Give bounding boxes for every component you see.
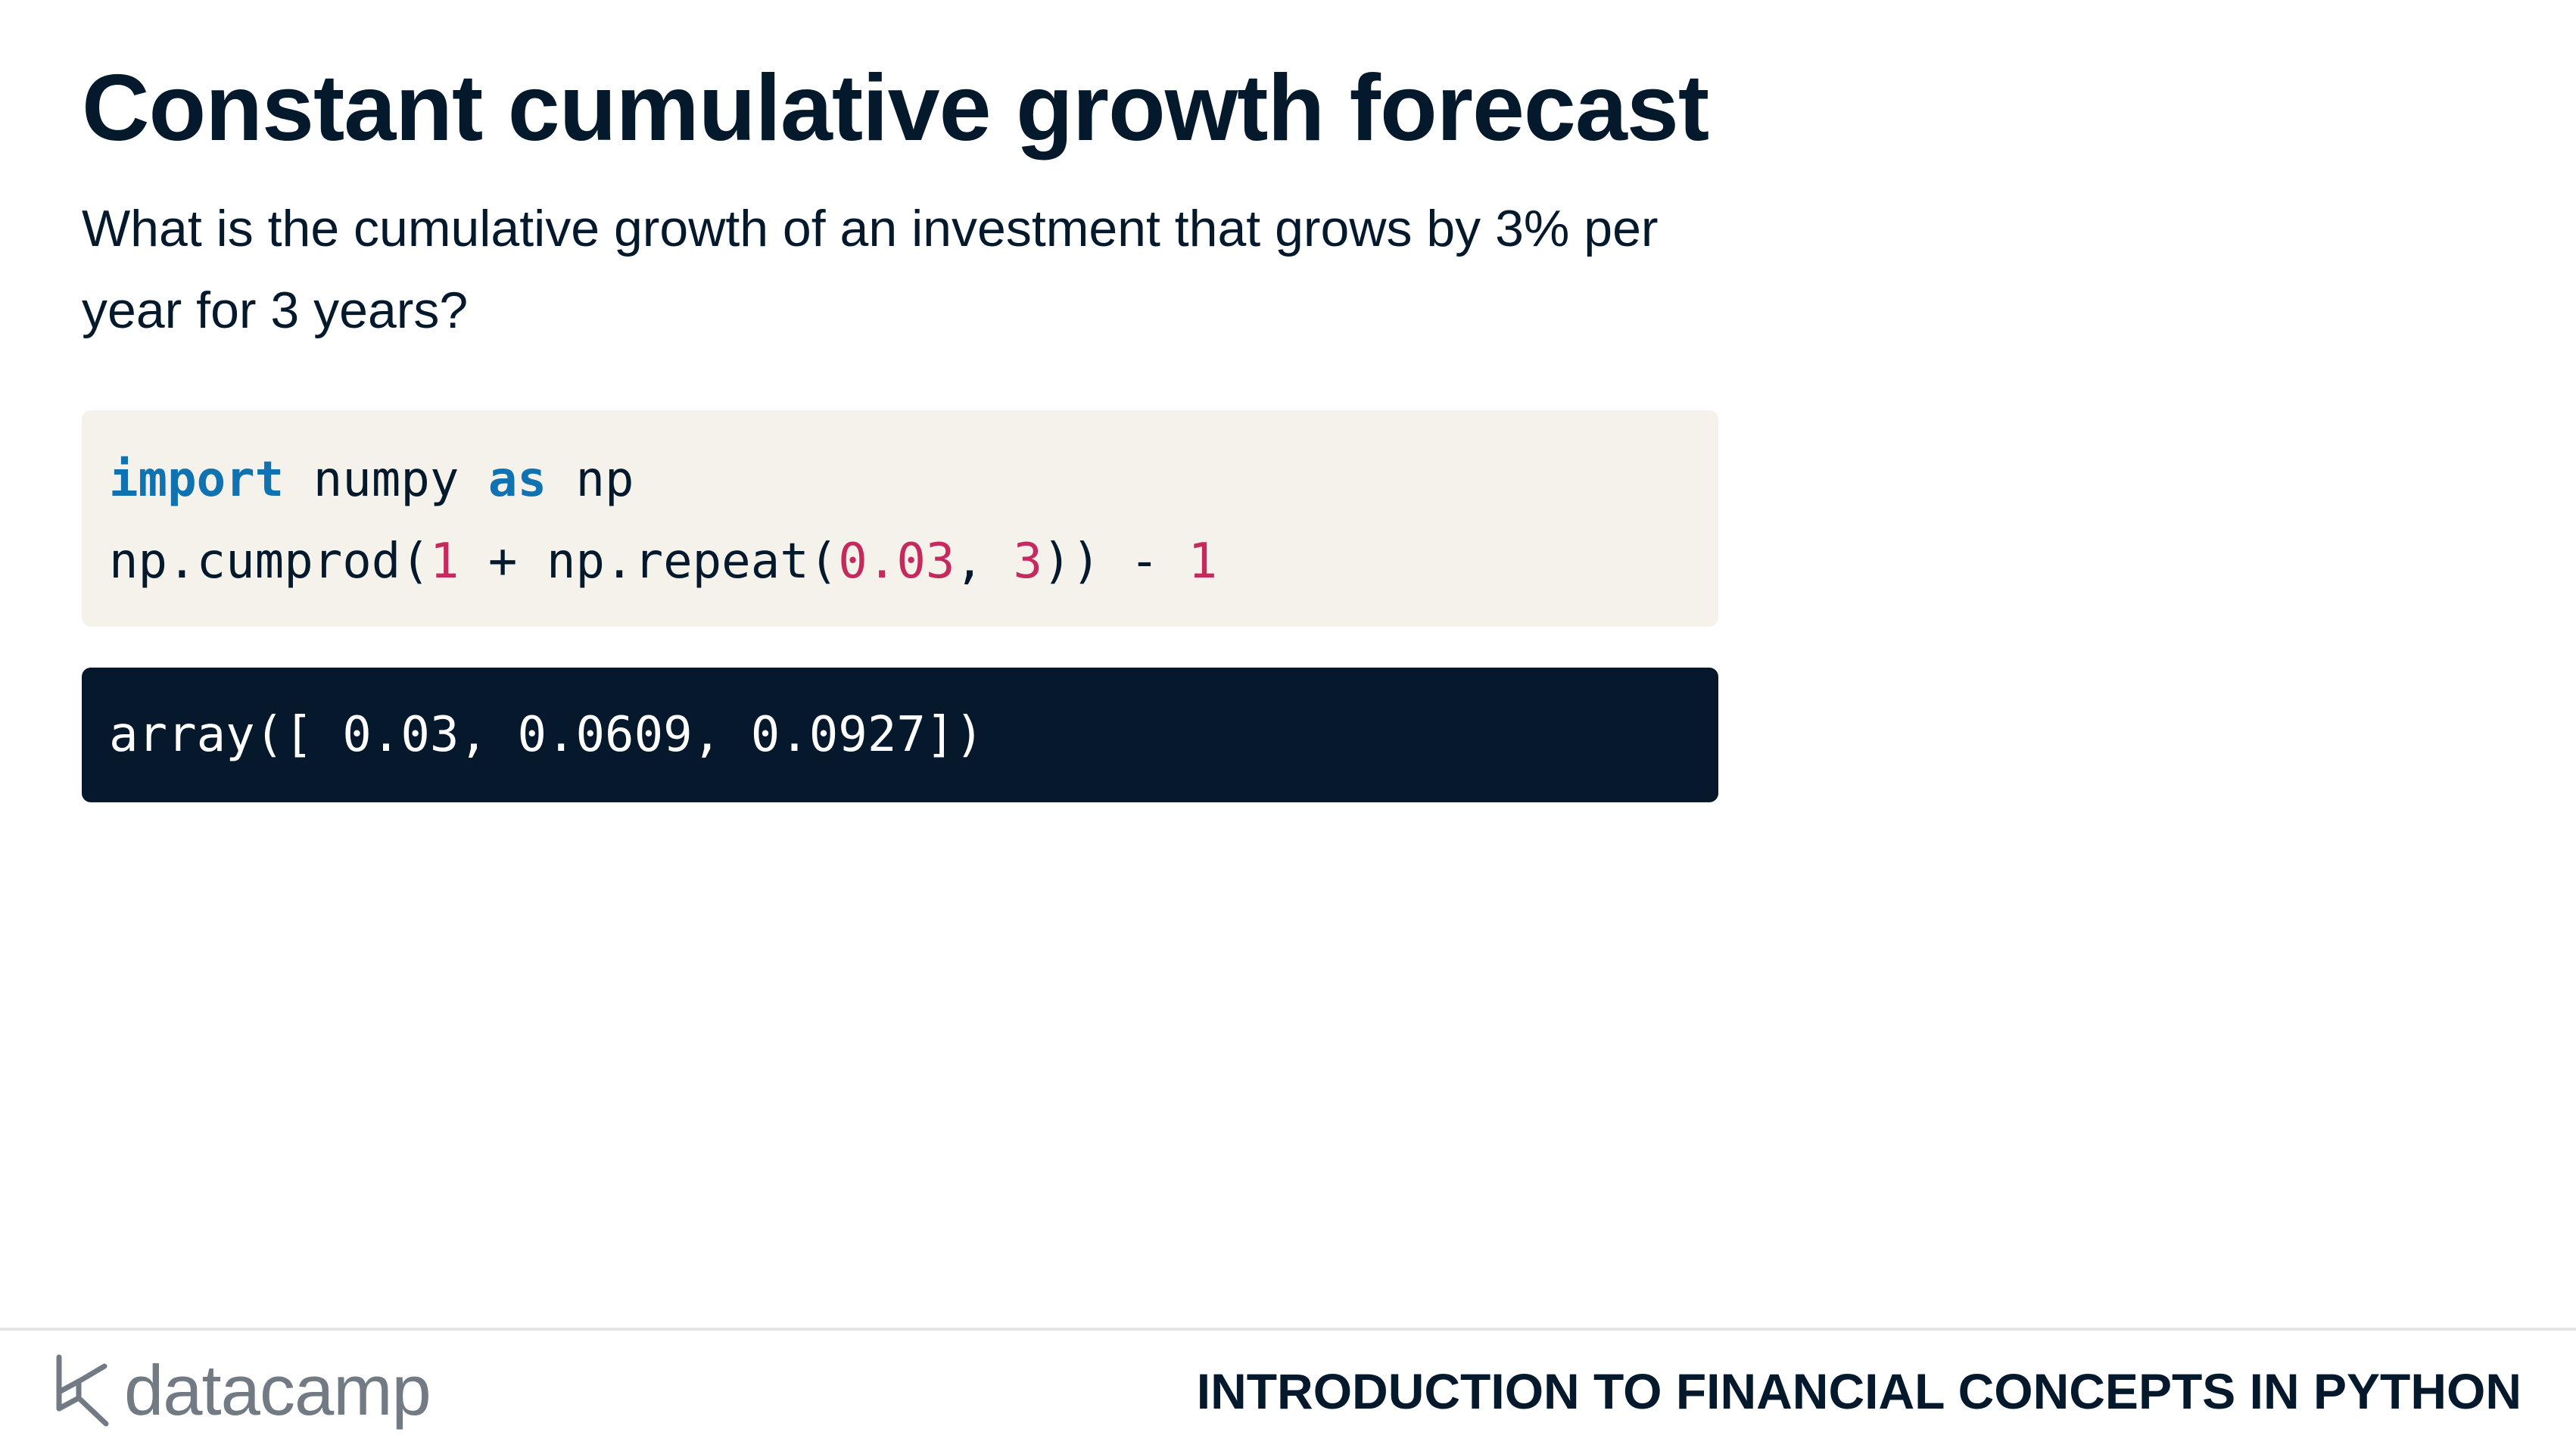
argument-separator: , — [955, 534, 1014, 590]
number-years: 3 — [1013, 534, 1042, 590]
number-rate: 0.03 — [838, 534, 955, 590]
code-block: import numpy as np np.cumprod(1 + np.rep… — [82, 410, 1718, 627]
datacamp-logo: datacamp — [53, 1349, 431, 1432]
number-one: 1 — [429, 534, 459, 590]
output-text: array([ 0.03, 0.0609, 0.0927]) — [109, 707, 984, 763]
output-block: array([ 0.03, 0.0609, 0.0927]) — [82, 668, 1718, 802]
module-name: numpy — [284, 452, 488, 508]
footer-divider — [0, 1328, 2576, 1331]
number-one-subtract: 1 — [1188, 534, 1218, 590]
datacamp-logo-icon — [56, 1354, 109, 1427]
code-line-cumprod: np.cumprod(1 + np.repeat(0.03, 3)) - 1 — [109, 521, 1718, 603]
call-start: np.cumprod( — [109, 534, 430, 590]
logo-wordmark: datacamp — [124, 1350, 431, 1430]
call-middle: + np.repeat( — [459, 534, 839, 590]
call-close: )) - — [1042, 534, 1188, 590]
course-name: INTRODUCTION TO FINANCIAL CONCEPTS IN PY… — [1196, 1363, 2521, 1419]
code-line-import: import numpy as np — [109, 439, 1718, 521]
question-text: What is the cumulative growth of an inve… — [82, 200, 1659, 339]
module-alias: np — [546, 452, 634, 508]
slide-title: Constant cumulative growth forecast — [82, 56, 1709, 160]
keyword-import: import — [109, 452, 285, 508]
keyword-as: as — [487, 452, 547, 508]
